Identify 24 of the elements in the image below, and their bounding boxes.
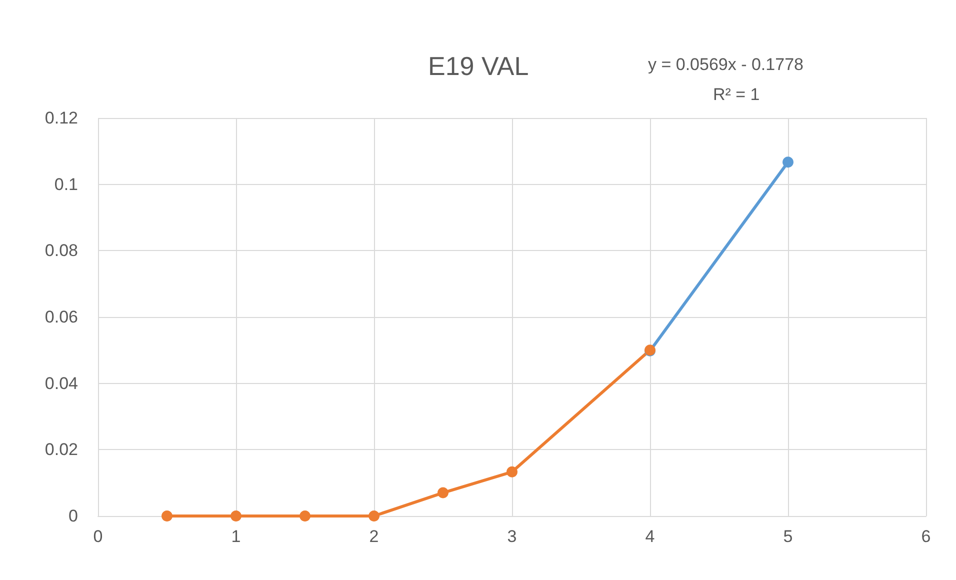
x-tick-label: 6	[921, 527, 931, 546]
x-tick-label: 2	[369, 527, 379, 546]
point	[368, 510, 380, 522]
point	[162, 510, 172, 522]
y-tick-label: 0	[68, 506, 78, 526]
x-tick-label: 3	[507, 527, 517, 546]
y-tick-label: 0.04	[44, 374, 78, 393]
point	[782, 156, 794, 168]
x-tick-label: 1	[231, 527, 241, 546]
y-tick-label: 0.1	[54, 174, 78, 194]
point	[438, 487, 448, 498]
text: R² = 1	[713, 85, 760, 104]
point	[506, 466, 518, 478]
x-tick-label: 5	[783, 527, 793, 546]
point	[230, 510, 242, 522]
point	[300, 510, 310, 522]
y-tick-label: 0.02	[44, 440, 78, 460]
x-tick-label: 4	[645, 527, 655, 546]
text: y = 0.0569x - 0.1778	[648, 55, 804, 74]
y-tick-label: 0.12	[44, 108, 78, 128]
chart-title: E19 VAL	[428, 51, 529, 81]
y-tick-label: 0.06	[44, 308, 78, 326]
y-tick-label: 0.08	[44, 241, 78, 260]
x-tick-label: 0	[93, 527, 103, 546]
